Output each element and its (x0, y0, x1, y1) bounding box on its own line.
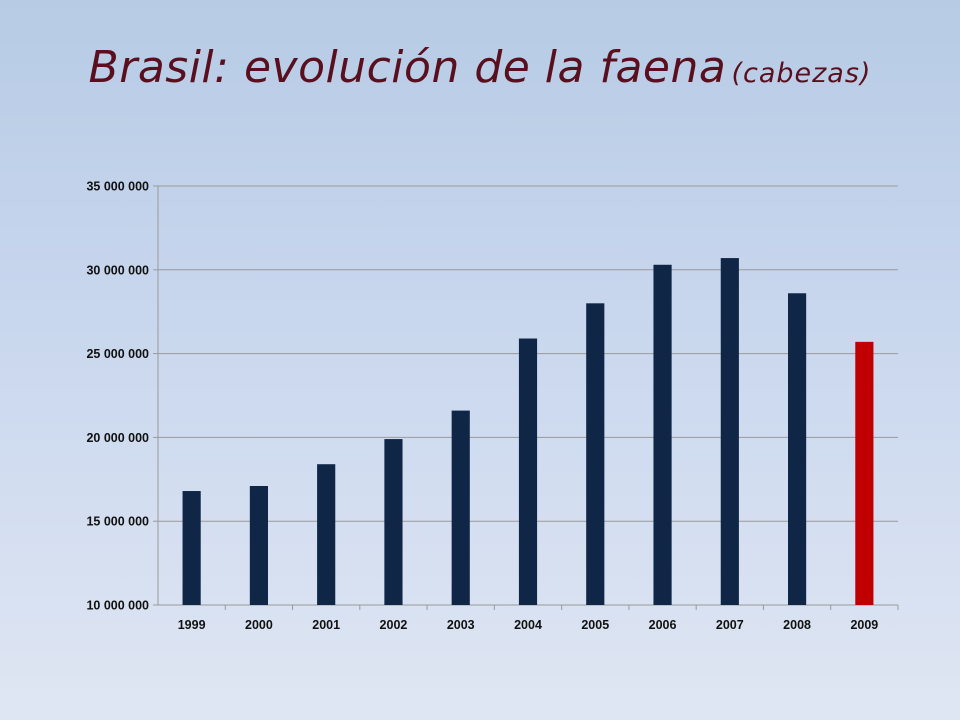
y-tick-label: 15 000 000 (86, 515, 149, 529)
x-tick-label: 2001 (312, 618, 340, 632)
bar-1999 (182, 491, 201, 605)
bar-2002 (384, 439, 403, 605)
x-tick-label: 2009 (850, 618, 878, 632)
y-tick-label: 10 000 000 (86, 599, 149, 613)
bar-2004 (518, 338, 538, 605)
bar-2001 (317, 464, 336, 605)
x-tick-label: 2000 (245, 618, 273, 632)
x-tick-label: 2005 (581, 618, 609, 632)
title-subtitle: (cabezas) (731, 58, 872, 89)
bar-2005 (586, 303, 605, 605)
y-tick-label: 20 000 000 (86, 431, 149, 445)
bar-2000 (249, 486, 268, 605)
slide-title: Brasil: evolución de la faena (cabezas) (0, 42, 960, 93)
y-tick-label: 30 000 000 (86, 263, 149, 277)
x-tick-label: 2006 (649, 618, 677, 632)
x-tick-label: 2003 (447, 618, 475, 632)
y-tick-label: 35 000 000 (86, 180, 149, 194)
x-tick-label: 2002 (380, 618, 408, 632)
y-tick-label: 25 000 000 (86, 347, 149, 361)
x-tick-label: 2004 (514, 618, 542, 632)
bar-2008 (788, 293, 807, 605)
bar-2003 (451, 410, 470, 605)
bar-2006 (653, 264, 672, 605)
x-tick-label: 1999 (178, 618, 206, 632)
bar-2007 (720, 258, 739, 605)
title-main: Brasil: evolución de la faena (88, 42, 727, 93)
x-tick-label: 2008 (783, 618, 811, 632)
bar-2009 (855, 341, 874, 605)
x-tick-label: 2007 (716, 618, 744, 632)
